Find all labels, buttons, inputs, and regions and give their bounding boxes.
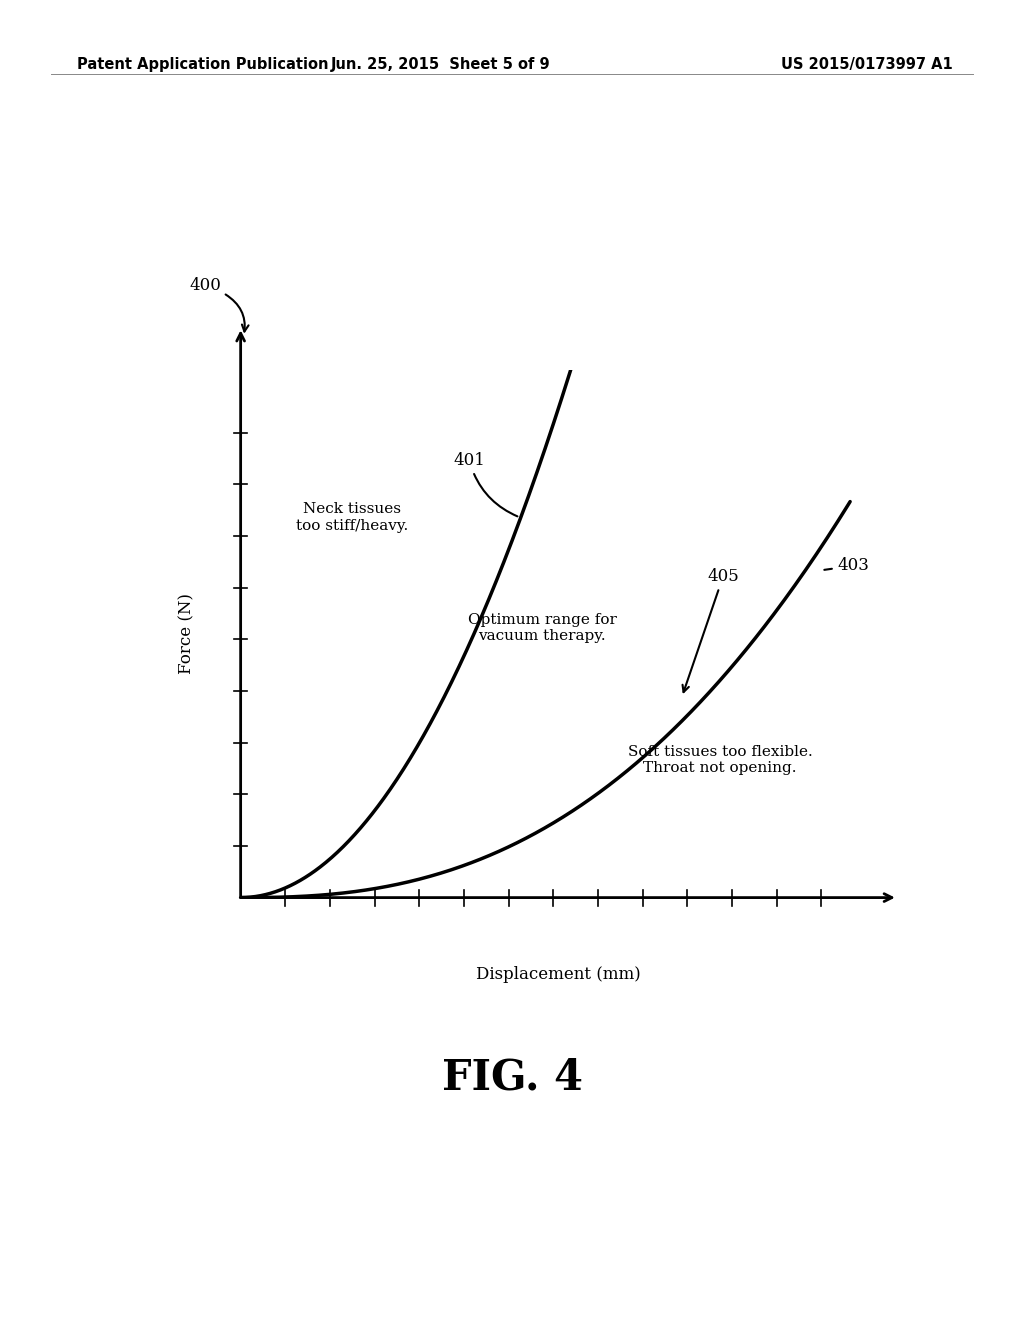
Text: Patent Application Publication: Patent Application Publication bbox=[77, 57, 329, 71]
Text: 401: 401 bbox=[454, 451, 517, 516]
Text: Displacement (mm): Displacement (mm) bbox=[476, 966, 640, 983]
Text: US 2015/0173997 A1: US 2015/0173997 A1 bbox=[780, 57, 952, 71]
Text: 400: 400 bbox=[189, 277, 221, 294]
Text: Optimum range for
vacuum therapy.: Optimum range for vacuum therapy. bbox=[468, 614, 616, 643]
Text: FIG. 4: FIG. 4 bbox=[441, 1056, 583, 1098]
Text: Force (N): Force (N) bbox=[178, 593, 196, 675]
Text: Soft tissues too flexible.
Throat not opening.: Soft tissues too flexible. Throat not op… bbox=[628, 746, 812, 775]
Text: 403: 403 bbox=[824, 557, 869, 574]
Text: Jun. 25, 2015  Sheet 5 of 9: Jun. 25, 2015 Sheet 5 of 9 bbox=[331, 57, 550, 71]
Text: Neck tissues
too stiff/heavy.: Neck tissues too stiff/heavy. bbox=[296, 503, 408, 532]
Text: 405: 405 bbox=[683, 568, 739, 692]
FancyArrowPatch shape bbox=[225, 294, 249, 331]
